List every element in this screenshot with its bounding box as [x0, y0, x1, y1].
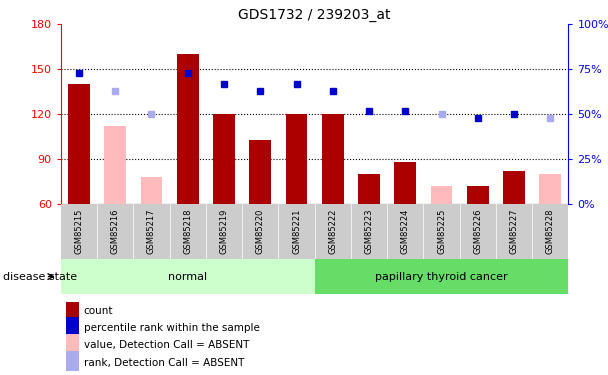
- Text: papillary thyroid cancer: papillary thyroid cancer: [375, 272, 508, 282]
- Text: GSM85227: GSM85227: [510, 209, 519, 254]
- Bar: [105, 126, 126, 204]
- Bar: [66, 300, 78, 319]
- Text: GSM85224: GSM85224: [401, 209, 410, 254]
- Text: percentile rank within the sample: percentile rank within the sample: [84, 323, 260, 333]
- Text: GSM85217: GSM85217: [147, 209, 156, 254]
- Bar: [395, 162, 416, 204]
- Bar: [66, 334, 78, 354]
- Bar: [68, 84, 90, 204]
- Text: GSM85215: GSM85215: [74, 209, 83, 254]
- Text: rank, Detection Call = ABSENT: rank, Detection Call = ABSENT: [84, 358, 244, 368]
- Text: normal: normal: [168, 272, 207, 282]
- Text: GSM85226: GSM85226: [473, 209, 482, 254]
- Text: GSM85220: GSM85220: [256, 209, 264, 254]
- Text: GSM85228: GSM85228: [546, 209, 555, 254]
- Bar: [430, 186, 452, 204]
- Text: count: count: [84, 306, 113, 315]
- Bar: [322, 114, 344, 204]
- Bar: [286, 114, 308, 204]
- Text: disease state: disease state: [3, 272, 77, 282]
- Title: GDS1732 / 239203_at: GDS1732 / 239203_at: [238, 8, 391, 22]
- Text: GSM85221: GSM85221: [292, 209, 301, 254]
- Text: GSM85216: GSM85216: [111, 209, 120, 254]
- Bar: [140, 177, 162, 204]
- Bar: [249, 140, 271, 204]
- Text: GSM85218: GSM85218: [183, 209, 192, 254]
- Bar: [539, 174, 561, 204]
- Bar: [66, 351, 78, 371]
- Bar: [358, 174, 380, 204]
- Bar: [467, 186, 489, 204]
- Bar: [503, 171, 525, 204]
- Text: value, Detection Call = ABSENT: value, Detection Call = ABSENT: [84, 340, 249, 350]
- Text: GSM85222: GSM85222: [328, 209, 337, 254]
- Text: GSM85219: GSM85219: [219, 209, 229, 254]
- Bar: [177, 54, 199, 204]
- Bar: [61, 259, 315, 294]
- Bar: [213, 114, 235, 204]
- Bar: [66, 317, 78, 336]
- Text: GSM85225: GSM85225: [437, 209, 446, 254]
- Text: GSM85223: GSM85223: [365, 209, 373, 254]
- Bar: [315, 259, 568, 294]
